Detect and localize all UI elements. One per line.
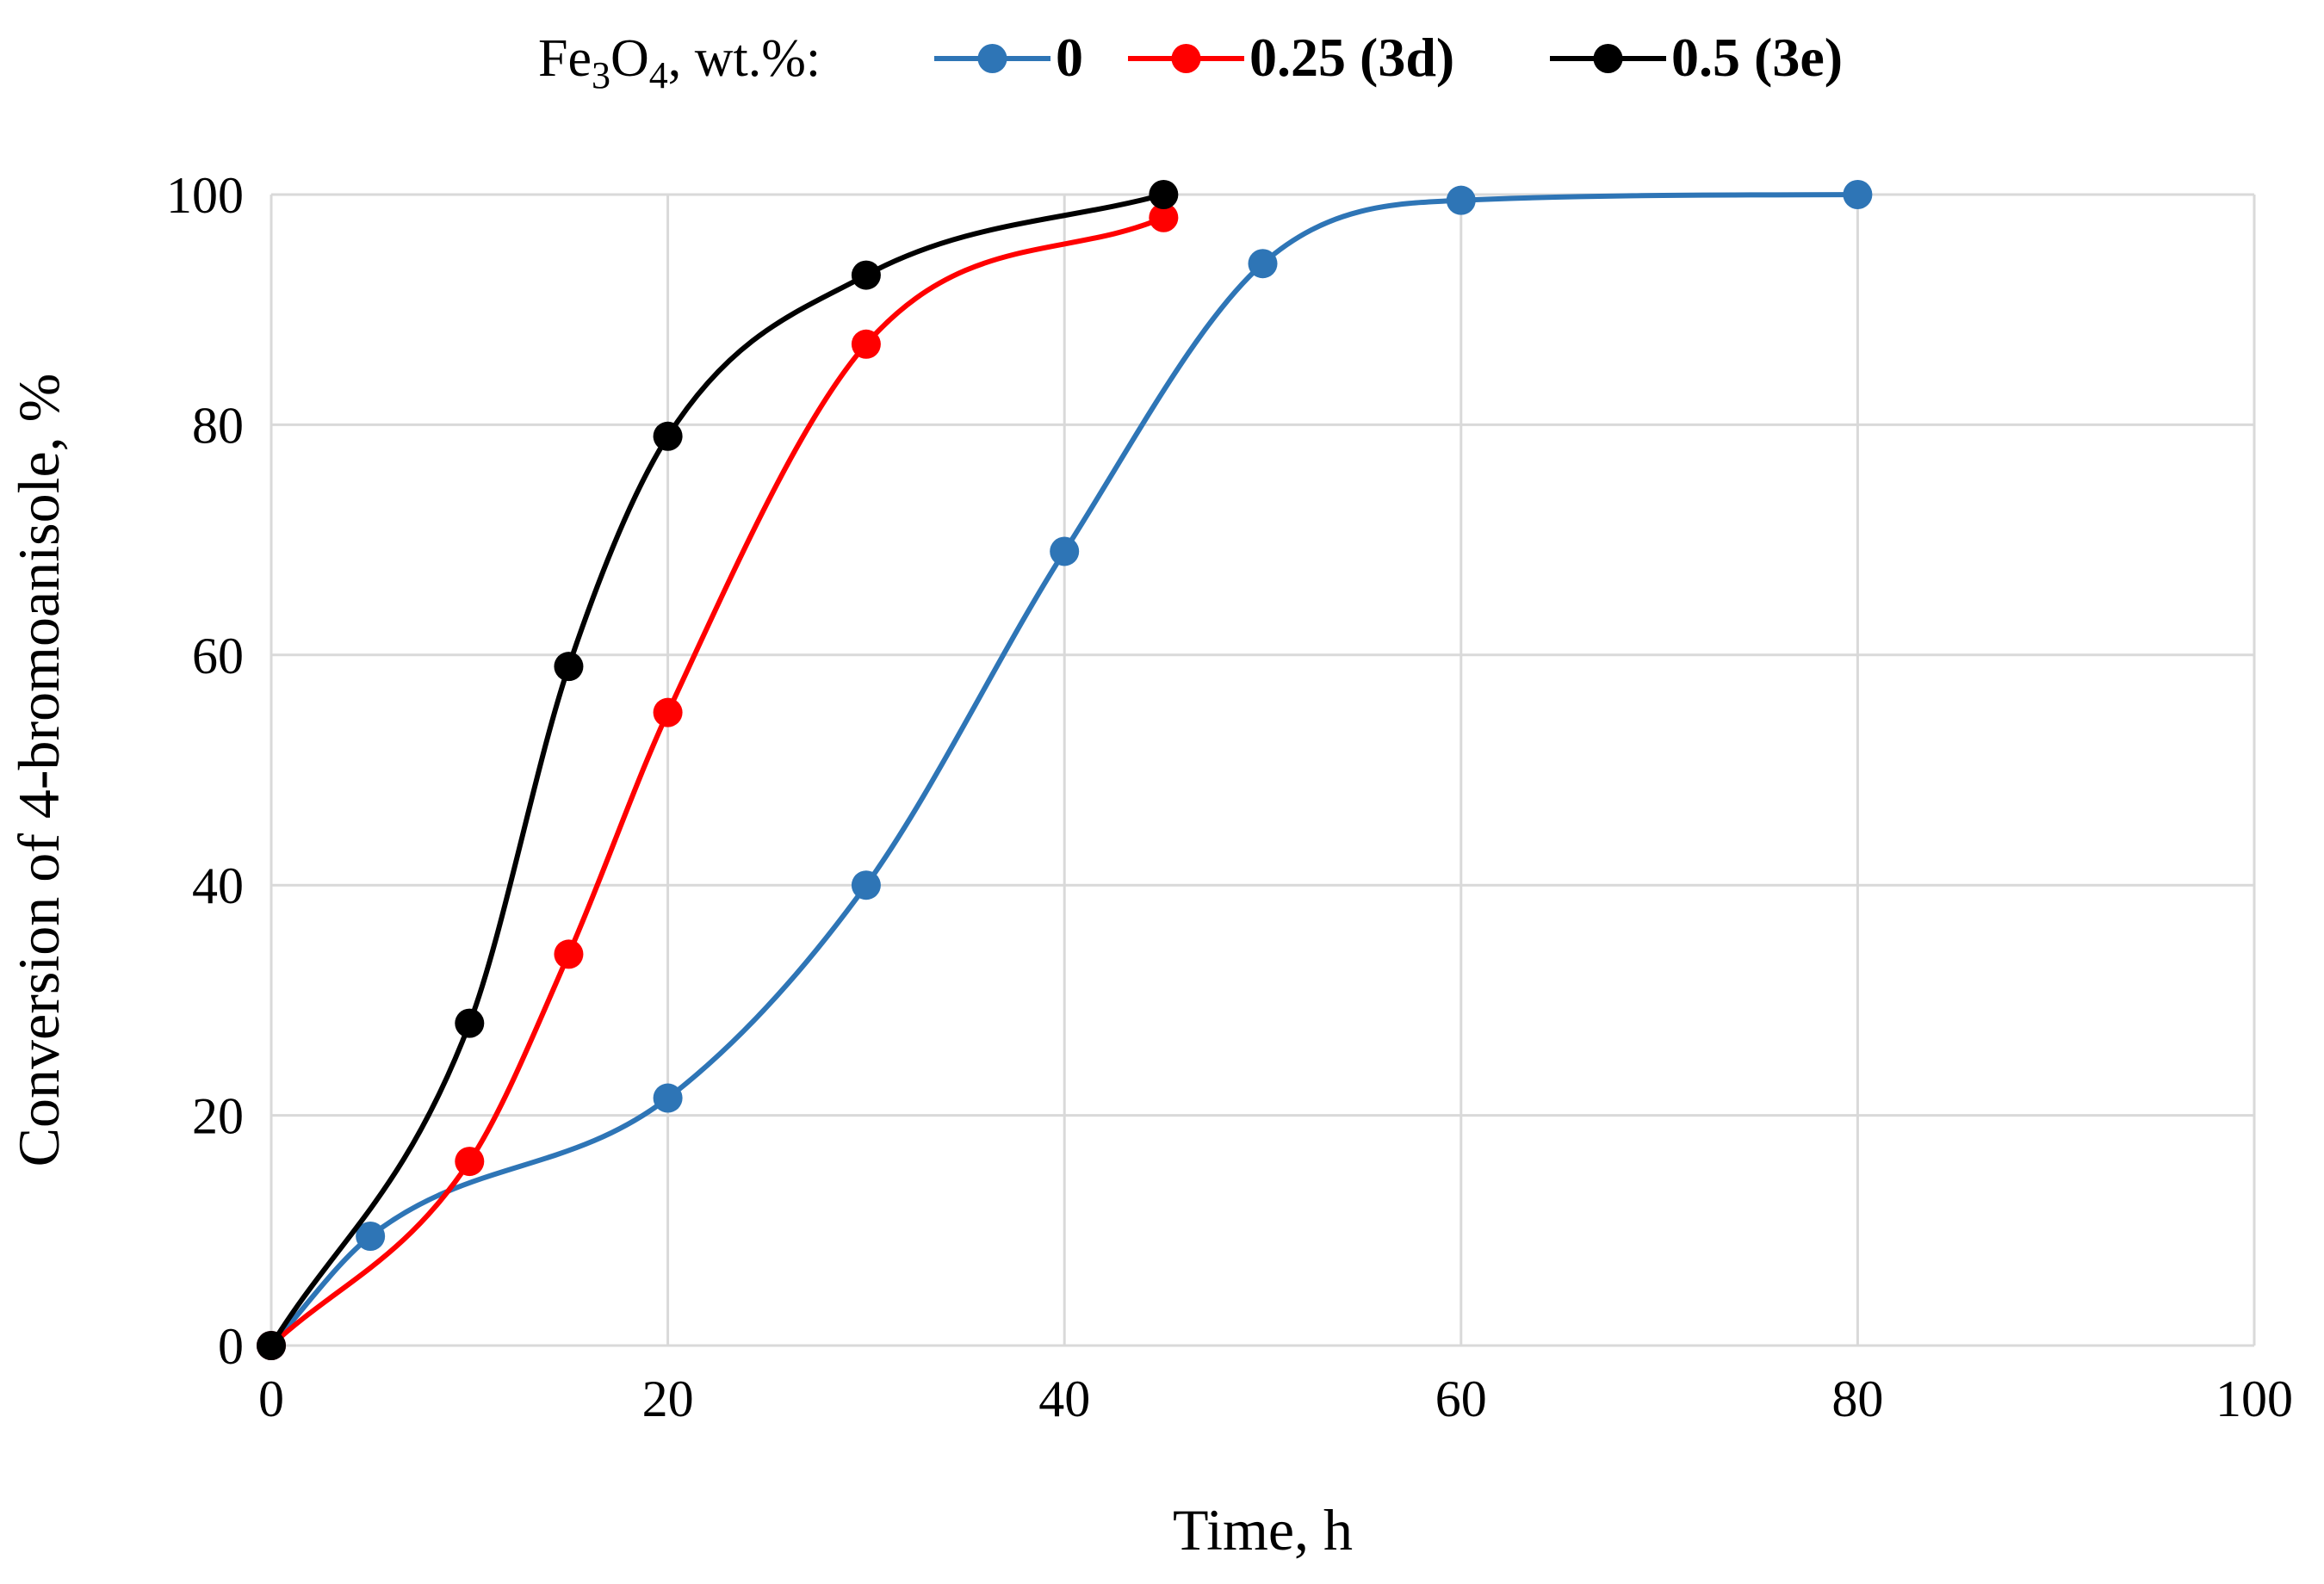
series-layer <box>257 180 1873 1360</box>
legend-label-0: 0 <box>1056 27 1083 88</box>
x-tick-label-20: 20 <box>642 1371 694 1427</box>
y-tick-label-0: 0 <box>218 1318 244 1375</box>
x-tick-label-100: 100 <box>2216 1371 2293 1427</box>
data-point-0-40 <box>1050 536 1080 566</box>
data-point-0-25-3d-45 <box>1149 202 1179 232</box>
data-point-0-25-3d-20 <box>653 697 683 727</box>
legend-swatch-marker-0-25-3d <box>1171 44 1201 73</box>
y-tick-label-80: 80 <box>192 397 244 454</box>
data-point-0-25-3d-30 <box>851 329 881 359</box>
legend-swatch-marker-0-5-3e <box>1593 44 1623 73</box>
x-axis-title: Time, h <box>1173 1497 1353 1562</box>
x-tick-label-80: 80 <box>1831 1371 1883 1427</box>
x-tick-label-0: 0 <box>258 1371 284 1427</box>
legend: Fe3O4, wt.%: 0 0.25 (3d) 0.5 (3e) <box>538 27 1843 96</box>
legend-entries: 0 0.25 (3d) 0.5 (3e) <box>934 27 1843 88</box>
y-tick-label-20: 20 <box>192 1088 244 1145</box>
data-point-0-50 <box>1248 249 1278 279</box>
data-point-0-25-3d-10 <box>455 1147 485 1177</box>
legend-swatch-marker-0 <box>977 44 1007 73</box>
data-point-0-5-3e-30 <box>851 260 881 290</box>
data-point-0-5-3e-0 <box>257 1331 286 1360</box>
legend-entry-0-25-3d: 0.25 (3d) <box>1128 27 1454 88</box>
data-point-0-25-3d-15 <box>554 939 584 969</box>
data-point-0-20 <box>653 1083 683 1113</box>
x-tick-label-40: 40 <box>1038 1371 1090 1427</box>
series-line-0-25-3d <box>269 214 1167 1348</box>
legend-title-sub2: 4 <box>649 54 668 96</box>
tick-labels: 0 20 40 60 80 100 0 20 40 60 80 100 <box>166 167 2293 1427</box>
data-point-0-30 <box>851 870 881 900</box>
series-0-5-3e <box>257 180 1179 1360</box>
data-point-0-80 <box>1843 180 1873 209</box>
grid <box>271 193 2256 1346</box>
data-point-0-5-3e-20 <box>653 421 683 451</box>
legend-entry-0-5-3e: 0.5 (3e) <box>1550 27 1843 88</box>
legend-label-0-5-3e: 0.5 (3e) <box>1671 27 1843 88</box>
data-point-0-5-3e-15 <box>554 652 584 682</box>
x-tick-label-60: 60 <box>1435 1371 1487 1427</box>
series-line-0-5-3e <box>269 192 1167 1348</box>
legend-title-sub1: 3 <box>592 54 610 96</box>
legend-title-fe: Fe <box>538 29 592 88</box>
y-tick-label-40: 40 <box>192 857 244 914</box>
axes <box>270 195 2254 1347</box>
y-axis-title: Conversion of 4-bromoanisole, % <box>6 374 71 1167</box>
legend-entry-0: 0 <box>934 27 1083 88</box>
legend-title-rest: , wt.%: <box>668 29 821 88</box>
y-tick-label-60: 60 <box>192 628 244 684</box>
data-point-0-5-3e-45 <box>1149 180 1179 209</box>
legend-title-o: O <box>610 29 649 88</box>
legend-label-0-25-3d: 0.25 (3d) <box>1249 27 1454 88</box>
legend-title: Fe3O4, wt.%: <box>538 29 821 96</box>
series-0-25-3d <box>257 202 1179 1360</box>
y-tick-label-100: 100 <box>166 167 244 224</box>
data-point-0-5 <box>356 1221 386 1251</box>
data-point-0-5-3e-10 <box>455 1008 485 1038</box>
data-point-0-60 <box>1446 185 1476 215</box>
